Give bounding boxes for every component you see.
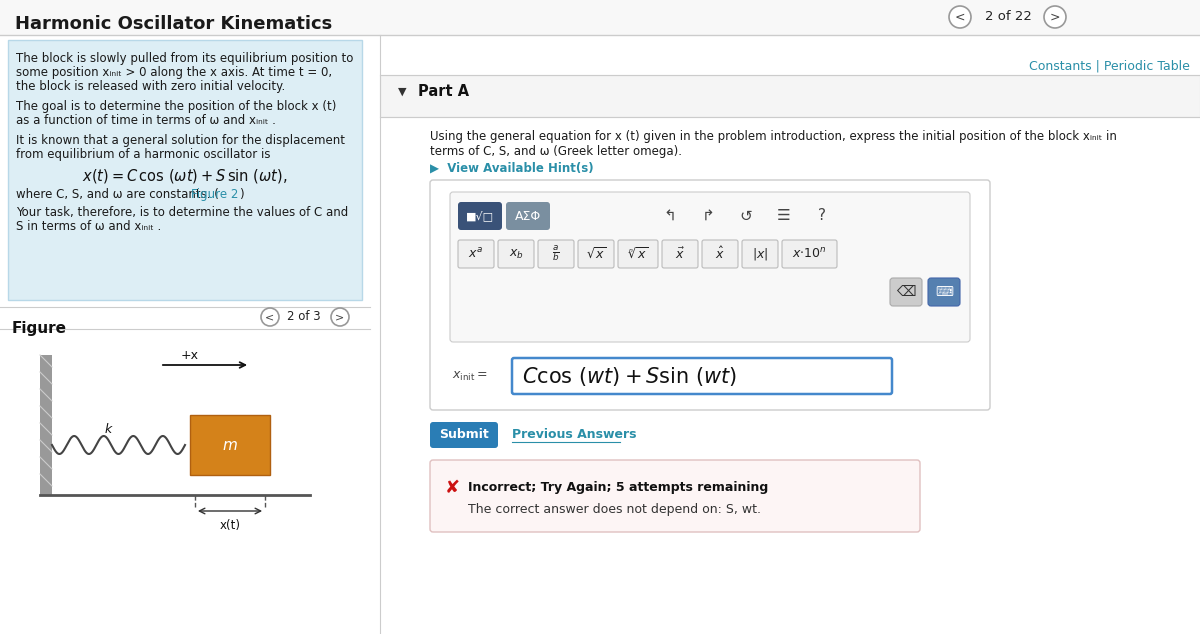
Text: $\sqrt[n]{x}$: $\sqrt[n]{x}$ <box>628 247 648 262</box>
FancyBboxPatch shape <box>928 278 960 306</box>
FancyBboxPatch shape <box>890 278 922 306</box>
Text: S in terms of ω and xᵢₙᵢₜ .: S in terms of ω and xᵢₙᵢₜ . <box>16 220 161 233</box>
FancyBboxPatch shape <box>430 460 920 532</box>
Text: $x^a$: $x^a$ <box>468 247 484 261</box>
Text: >: > <box>1050 11 1061 23</box>
Text: ▶  View Available Hint(s): ▶ View Available Hint(s) <box>430 162 594 175</box>
Text: 2 of 3: 2 of 3 <box>287 311 320 323</box>
Bar <box>380 75 1200 117</box>
Text: ↱: ↱ <box>702 209 714 224</box>
FancyBboxPatch shape <box>450 192 970 342</box>
FancyBboxPatch shape <box>782 240 838 268</box>
Circle shape <box>331 308 349 326</box>
Text: Using the general equation for x (t) given in the problem introduction, express : Using the general equation for x (t) giv… <box>430 130 1117 143</box>
Text: $\sqrt{x}$: $\sqrt{x}$ <box>586 247 606 262</box>
Text: ⌨: ⌨ <box>935 285 953 299</box>
Text: +x: +x <box>181 349 199 362</box>
Text: $x(t) = C\,\cos\,(\omega t) + S\,\sin\,(\omega t),$: $x(t) = C\,\cos\,(\omega t) + S\,\sin\,(… <box>83 167 288 185</box>
Text: $|x|$: $|x|$ <box>752 246 768 262</box>
Bar <box>8 40 362 300</box>
Text: Constants | Periodic Table: Constants | Periodic Table <box>1030 60 1190 73</box>
FancyBboxPatch shape <box>506 202 550 230</box>
FancyBboxPatch shape <box>458 240 494 268</box>
FancyBboxPatch shape <box>538 240 574 268</box>
FancyBboxPatch shape <box>512 358 892 394</box>
FancyBboxPatch shape <box>618 240 658 268</box>
FancyBboxPatch shape <box>430 180 990 410</box>
Text: The goal is to determine the position of the block x (t): The goal is to determine the position of… <box>16 100 336 113</box>
Text: <: < <box>955 11 965 23</box>
Text: $x{\cdot}10^n$: $x{\cdot}10^n$ <box>792 247 827 261</box>
Text: 2 of 22: 2 of 22 <box>985 11 1032 23</box>
Text: terms of C, S, and ω (Greek letter omega).: terms of C, S, and ω (Greek letter omega… <box>430 145 682 158</box>
Text: Previous Answers: Previous Answers <box>512 429 636 441</box>
Bar <box>190 415 270 475</box>
Text: <: < <box>265 312 275 322</box>
Text: $\frac{a}{b}$: $\frac{a}{b}$ <box>552 244 559 264</box>
Text: m: m <box>222 437 238 453</box>
Text: from equilibrium of a harmonic oscillator is: from equilibrium of a harmonic oscillato… <box>16 148 270 161</box>
Text: ☰: ☰ <box>778 209 791 224</box>
Text: x(t): x(t) <box>220 519 240 532</box>
Text: It is known that a general solution for the displacement: It is known that a general solution for … <box>16 134 346 147</box>
Circle shape <box>949 6 971 28</box>
Text: Part A: Part A <box>418 84 469 100</box>
Text: Harmonic Oscillator Kinematics: Harmonic Oscillator Kinematics <box>14 15 332 33</box>
FancyBboxPatch shape <box>578 240 614 268</box>
Circle shape <box>262 308 278 326</box>
Circle shape <box>1044 6 1066 28</box>
Text: The correct answer does not depend on: S, wt.: The correct answer does not depend on: S… <box>468 503 761 517</box>
Text: $\hat{x}$: $\hat{x}$ <box>715 246 725 262</box>
Text: Submit: Submit <box>439 429 488 441</box>
Bar <box>0 35 370 634</box>
Text: ✘: ✘ <box>444 479 460 497</box>
FancyBboxPatch shape <box>458 202 502 230</box>
Text: Incorrect; Try Again; 5 attempts remaining: Incorrect; Try Again; 5 attempts remaini… <box>468 481 768 495</box>
Text: Your task, therefore, is to determine the values of C and: Your task, therefore, is to determine th… <box>16 206 348 219</box>
Text: some position xᵢₙᵢₜ > 0 along the x axis. At time t = 0,: some position xᵢₙᵢₜ > 0 along the x axis… <box>16 66 332 79</box>
FancyBboxPatch shape <box>498 240 534 268</box>
Text: $C\cos\,(wt)+S\sin\,(wt)$: $C\cos\,(wt)+S\sin\,(wt)$ <box>522 365 737 387</box>
Text: Figure 2: Figure 2 <box>191 188 239 201</box>
Text: $x_b$: $x_b$ <box>509 247 523 261</box>
Text: ↰: ↰ <box>664 209 677 224</box>
FancyBboxPatch shape <box>702 240 738 268</box>
Text: ?: ? <box>818 209 826 224</box>
Text: ⌫: ⌫ <box>896 285 916 299</box>
Bar <box>0 0 1200 35</box>
Text: as a function of time in terms of ω and xᵢₙᵢₜ .: as a function of time in terms of ω and … <box>16 114 276 127</box>
Text: ■√□: ■√□ <box>466 210 494 221</box>
Text: the block is released with zero initial velocity.: the block is released with zero initial … <box>16 80 286 93</box>
Text: $x_\mathrm{init}=$: $x_\mathrm{init}=$ <box>452 370 487 382</box>
FancyBboxPatch shape <box>662 240 698 268</box>
Text: >: > <box>335 312 344 322</box>
FancyBboxPatch shape <box>430 422 498 448</box>
Bar <box>40 355 52 495</box>
Text: k: k <box>106 423 113 436</box>
FancyBboxPatch shape <box>742 240 778 268</box>
Text: AΣΦ: AΣΦ <box>515 209 541 223</box>
Text: ↺: ↺ <box>739 209 752 224</box>
Text: The block is slowly pulled from its equilibrium position to: The block is slowly pulled from its equi… <box>16 52 353 65</box>
Text: ▼: ▼ <box>397 87 407 97</box>
Text: $\vec{x}$: $\vec{x}$ <box>676 247 685 262</box>
Text: ): ) <box>239 188 244 201</box>
Text: Figure: Figure <box>12 321 67 336</box>
Text: where C, S, and ω are constants. (: where C, S, and ω are constants. ( <box>16 188 218 201</box>
